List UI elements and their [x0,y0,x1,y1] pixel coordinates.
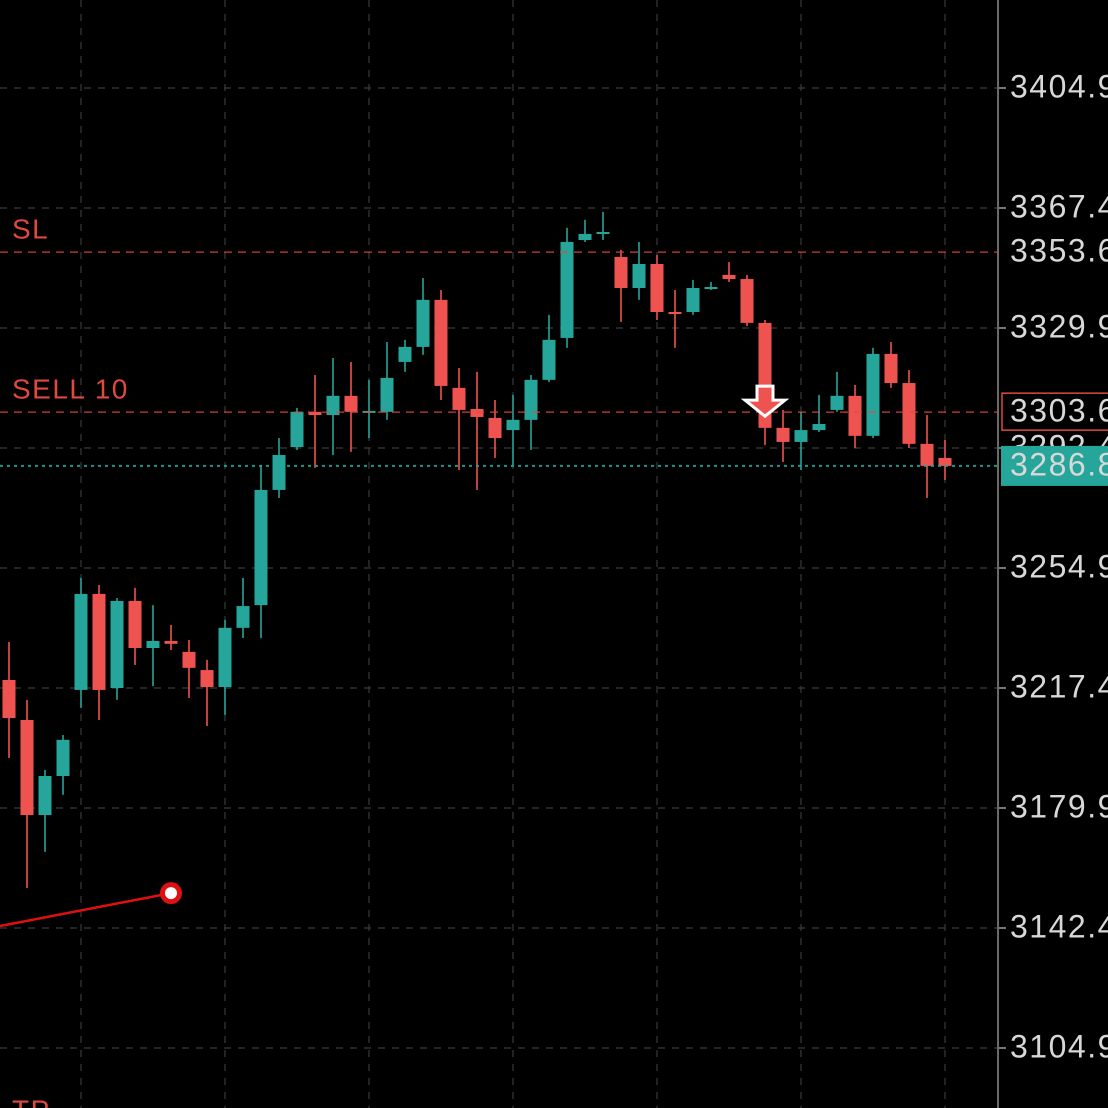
candle-body [524,379,538,420]
y-tick-label: 3142.4 [1010,908,1108,944]
candle-body [614,256,628,288]
candle-body [722,274,736,280]
candle-body [488,417,502,439]
candle-body [884,353,898,384]
candle-body [578,233,592,240]
price-tag-label: 3353.6 [1010,233,1108,269]
candle-body [164,640,178,644]
candle-body [380,377,394,412]
candle-body [56,739,70,776]
candle-body [542,339,556,380]
candle-body [218,627,232,688]
y-tick-label: 3367.4 [1010,188,1108,224]
candle-body [344,395,358,412]
sell-arrow [740,384,790,419]
candle-body [182,651,196,668]
price-tag-box [1001,445,1108,486]
price-line-label: SELL 10 [12,374,129,405]
candle-body [110,600,124,688]
candle-body [848,395,862,436]
candle-body [650,264,664,312]
candle-body [740,279,754,323]
candle-body [200,670,214,688]
candle-body [704,287,718,290]
candle-body [308,411,322,416]
candle-body [812,424,826,431]
candle-body [434,299,448,386]
price-tag-label: 3286.8 [1010,446,1108,482]
y-tick-label: 3329.9 [1010,308,1108,344]
candle-body [398,346,412,362]
candle-body [866,353,880,436]
candle-body [506,419,520,431]
candle-body [236,606,250,628]
candle-body [596,232,610,234]
candle-body [632,264,646,288]
candle-body [38,776,52,816]
trendline [0,891,172,928]
candle-body [902,383,916,444]
candle-body [686,288,700,312]
candle-body [2,680,16,719]
candle-body [326,395,340,416]
candle-body [938,457,952,466]
candle-body [668,312,682,314]
candle-body [560,241,574,338]
candle-body [128,600,142,648]
candle-body [470,408,484,417]
candle-body [74,593,88,690]
candle-body [830,395,844,410]
y-tick-label: 3254.9 [1010,548,1108,584]
candle-body [452,387,466,410]
footer-label: TP [12,1094,51,1108]
candle-body [20,720,34,816]
y-tick-label: 3179.9 [1010,788,1108,824]
candle-body [272,455,286,490]
y-tick-label: 3217.4 [1010,668,1108,704]
candle-body [254,489,268,606]
candle-body [794,430,808,442]
candle-body [920,443,934,466]
price-tag-box [1001,392,1108,431]
y-tick-label: 3404.9 [1010,68,1108,104]
trendline-handle [160,882,182,905]
price-line-label: SL [12,214,49,245]
y-tick-label: 3104.9 [1010,1028,1108,1064]
candle-body [290,411,304,448]
candle-body [92,593,106,690]
candle-body [146,640,160,648]
price-tag-label: 3303.6 [1010,393,1108,429]
candle-body [416,299,430,347]
candle-body [776,427,790,442]
